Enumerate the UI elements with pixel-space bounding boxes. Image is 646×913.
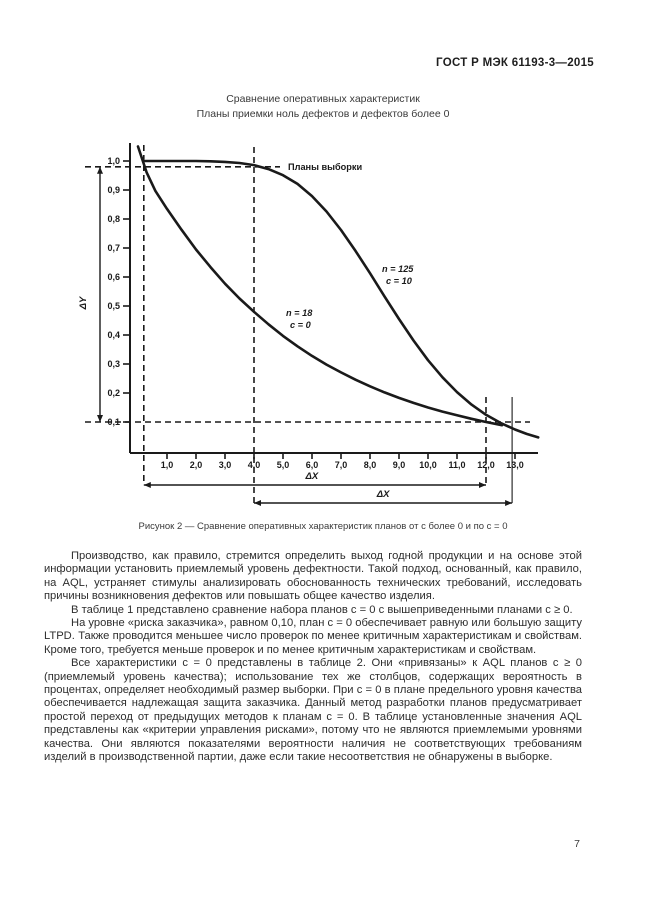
- x-tick-label: 7,0: [335, 460, 348, 470]
- body-text: Производство, как правило, стремится опр…: [44, 550, 582, 765]
- paragraph: На уровне «риска заказчика», равном 0,10…: [44, 617, 582, 656]
- curve-label-n18: n = 18: [286, 308, 313, 318]
- figure-title-line-1: Сравнение оперативных характеристик: [226, 93, 420, 105]
- y-tick-label: 0,7: [107, 243, 120, 253]
- delta-x-label-2: ΔX: [376, 489, 390, 500]
- delta-x-label-1: ΔX: [305, 471, 319, 482]
- page-number: 7: [574, 838, 580, 850]
- x-tick-label: 5,0: [277, 460, 290, 470]
- x-tick-label: 6,0: [306, 460, 319, 470]
- y-tick-label: 1,0: [107, 156, 120, 166]
- x-tick-label: 9,0: [393, 460, 406, 470]
- x-tick-label: 13,0: [506, 460, 524, 470]
- arrowhead: [479, 482, 486, 488]
- figure-caption: Рисунок 2 — Сравнение оперативных характ…: [138, 521, 508, 532]
- y-tick-label: 0,6: [107, 272, 120, 282]
- x-tick-label: 12,0: [477, 460, 495, 470]
- y-tick-label: 0,2: [107, 388, 120, 398]
- sampling-plans-label: Планы выборки: [288, 162, 362, 172]
- x-tick-label: 10,0: [419, 460, 437, 470]
- y-tick-label: 0,5: [107, 301, 120, 311]
- y-tick-label: 0,3: [107, 359, 120, 369]
- x-tick-label: 4,0: [248, 460, 261, 470]
- paragraph: В таблице 1 представлено сравнение набор…: [71, 603, 573, 616]
- curve-label-c10: c = 10: [386, 276, 413, 286]
- x-tick-label: 11,0: [448, 460, 465, 470]
- y-tick-label: 0,8: [107, 214, 120, 224]
- x-tick-label: 3,0: [219, 460, 232, 470]
- standard-number-header: ГОСТ Р МЭК 61193-3—2015: [436, 57, 594, 69]
- oc-curves-plot: 1,0 0,9 0,8 0,7 0,6 0,5 0,4 0,3 0,2 0,1 1,0 2,0 3,0 4…: [78, 143, 540, 506]
- oc-curves-chart: 1,0 0,9 0,8 0,7 0,6 0,5 0,4 0,3 0,2 0,1 1,0 2,0 3,0 4…: [30, 125, 610, 517]
- paragraph: Производство, как правило, стремится опр…: [44, 550, 582, 603]
- figure-title-line-2: Планы приемки ноль дефектов и дефектов б…: [196, 108, 450, 120]
- oc-curve-n125-c10: [144, 159, 540, 439]
- curve-label-c0: c = 0: [290, 320, 312, 330]
- arrowhead: [505, 500, 513, 506]
- delta-y-label: ΔY: [78, 295, 89, 310]
- arrowhead: [97, 166, 103, 174]
- arrowhead: [143, 482, 151, 488]
- figure-title: Сравнение оперативных характеристик План…: [0, 92, 646, 122]
- y-tick-label: 0,9: [107, 185, 120, 195]
- x-tick-label: 8,0: [364, 460, 377, 470]
- y-tick-label: 0,1: [107, 417, 120, 427]
- y-tick-label: 0,4: [107, 330, 120, 340]
- curve-label-n125: n = 125: [382, 264, 414, 274]
- arrowhead: [97, 415, 103, 422]
- x-tick-label: 1,0: [161, 460, 174, 470]
- oc-curve-n18-c0: [136, 145, 504, 427]
- paragraph: Все характеристики c = 0 представлены в …: [44, 657, 582, 764]
- x-tick-label: 2,0: [190, 460, 203, 470]
- arrowhead: [254, 500, 261, 506]
